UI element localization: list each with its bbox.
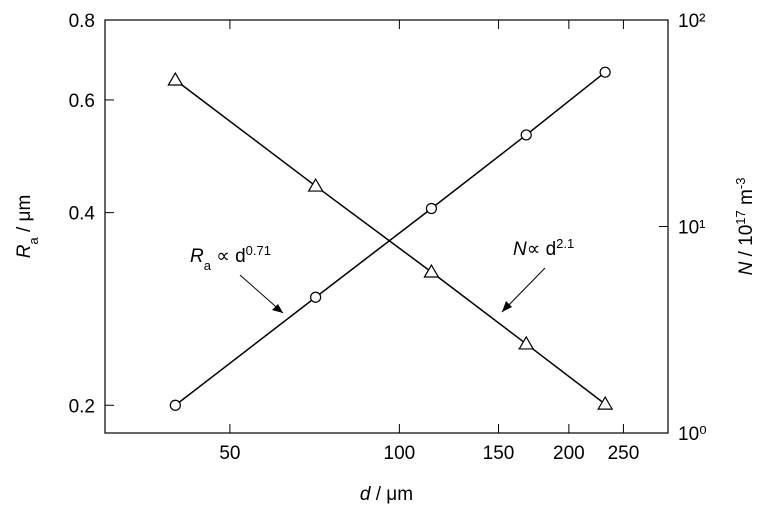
y-tick-label: 0.4 bbox=[69, 204, 96, 225]
x-tick-label: 150 bbox=[483, 443, 515, 464]
y2-axis-label: N / 1017 m-3 bbox=[733, 178, 758, 276]
annotation-part: R bbox=[190, 246, 204, 267]
x-tick-label: 250 bbox=[608, 443, 640, 464]
triangle-marker bbox=[518, 335, 535, 350]
y-axis-label: Ra / μm bbox=[14, 195, 41, 259]
annotation-part: ∝ d bbox=[211, 246, 246, 267]
circle-marker bbox=[310, 291, 322, 303]
y2-tick-label: 10² bbox=[678, 11, 705, 32]
x-tick-label: 200 bbox=[553, 443, 585, 464]
x-axis-label-part: / μm bbox=[370, 484, 413, 505]
annotation-part: 0.71 bbox=[246, 243, 271, 258]
y2-tick-label: 10¹ bbox=[678, 218, 705, 239]
triangle-marker bbox=[307, 177, 324, 192]
x-tick-label: 50 bbox=[219, 443, 240, 464]
triangle-marker bbox=[423, 263, 440, 278]
x-tick-label: 100 bbox=[384, 443, 416, 464]
y-tick-label: 0.8 bbox=[69, 11, 95, 32]
y2-axis-label-part: -3 bbox=[733, 178, 748, 190]
y2-axis-label-part: 17 bbox=[733, 210, 748, 224]
triangle-marker bbox=[597, 395, 614, 410]
annotation-part: a bbox=[204, 258, 212, 273]
y-axis-label-part: a bbox=[26, 237, 41, 245]
circle-marker bbox=[425, 202, 438, 215]
annotation-part: N bbox=[513, 239, 527, 260]
circle-marker bbox=[169, 399, 181, 411]
y-axis-label-part: R bbox=[14, 244, 35, 258]
y-axis-label-part: / μm bbox=[14, 195, 35, 238]
y2-axis-label-part: m bbox=[736, 189, 757, 210]
y2-axis-label-part: N bbox=[736, 261, 757, 275]
plot-frame bbox=[104, 19, 669, 434]
arrow-head bbox=[272, 304, 283, 313]
x-axis-label: d / μm bbox=[360, 484, 413, 505]
annotation-part: 2.1 bbox=[556, 236, 574, 251]
annotation: Ra ∝ d0.71 bbox=[190, 243, 271, 273]
y2-tick-label: 10⁰ bbox=[678, 424, 707, 445]
arrow-head bbox=[502, 301, 512, 312]
annotation-part: ∝ d bbox=[527, 239, 556, 260]
triangle-marker bbox=[167, 71, 184, 86]
y-tick-label: 0.2 bbox=[69, 396, 95, 417]
circle-marker bbox=[520, 129, 532, 141]
y-tick-label: 0.6 bbox=[69, 91, 95, 112]
circle-marker bbox=[599, 66, 611, 78]
annotation: N∝ d2.1 bbox=[513, 236, 574, 261]
y2-axis-label-part: / 10 bbox=[736, 225, 757, 262]
x-axis-label-part: d bbox=[360, 484, 372, 505]
